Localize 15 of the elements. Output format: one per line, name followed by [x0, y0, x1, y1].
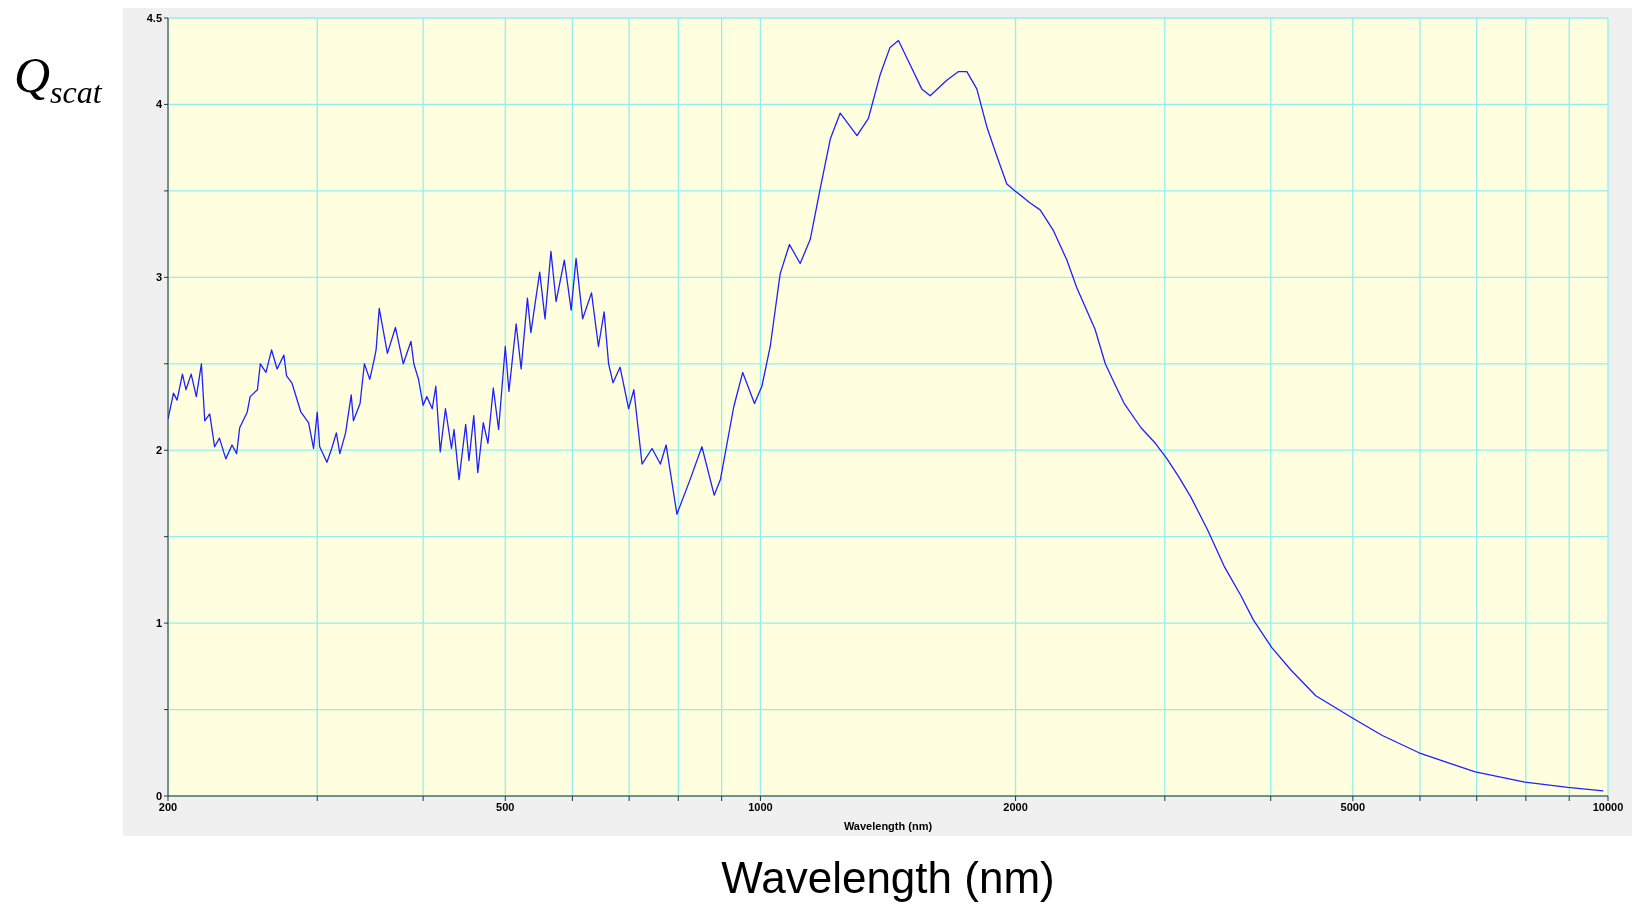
y-tick-label: 4: [155, 98, 163, 111]
x-tick-label: 500: [496, 800, 515, 813]
y-tick-label: 3: [155, 271, 162, 284]
x-tick-label: 1000: [748, 800, 773, 813]
y-tick-label: 2: [155, 444, 162, 457]
x-axis-title: Wavelength (nm): [843, 820, 933, 832]
x-tick-label: 5000: [1340, 800, 1366, 813]
y-axis-title: Q$_{scat}$: [14, 47, 102, 110]
x-tick-label: 10000: [1592, 800, 1624, 813]
text: Wavelength (nm): [720, 853, 1056, 903]
x-tick-label: 2000: [1003, 800, 1028, 813]
y-tick-label: 0: [155, 789, 162, 802]
y-tick-label: 4.5: [146, 11, 162, 24]
y-tick-label: 1: [155, 617, 162, 630]
x-tick-label: 200: [158, 800, 178, 813]
